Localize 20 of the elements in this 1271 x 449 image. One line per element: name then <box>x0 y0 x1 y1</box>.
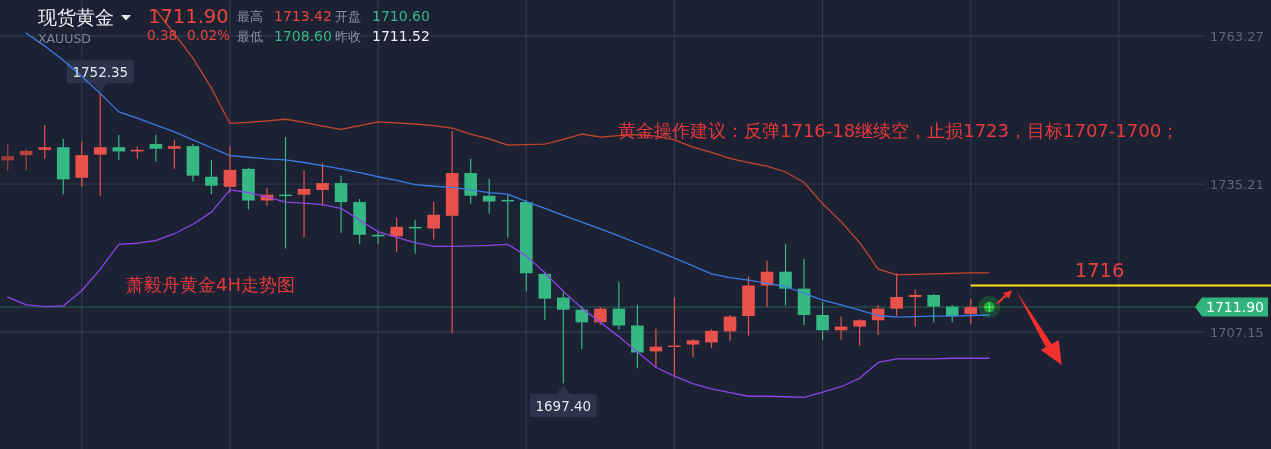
annotation: 0.38 <box>147 27 178 43</box>
y-tick-label: 1763.27 <box>1210 28 1264 44</box>
annotation: 1708.60 <box>274 28 332 44</box>
y-tick-label: 1707.15 <box>1210 324 1264 340</box>
annotation: 最低 <box>237 29 263 44</box>
header: 现货黄金 XAUUSD <box>38 6 114 46</box>
annotation: 0.02% <box>187 27 231 43</box>
annotation: 昨收 <box>335 29 361 44</box>
annotation: 萧毅舟黄金4H走势图 <box>126 274 295 295</box>
line-series <box>7 189 990 398</box>
annotation: 1711.52 <box>372 28 430 44</box>
ref-line-label: 1716 <box>1074 259 1125 283</box>
annotation: 1710.60 <box>372 8 430 24</box>
annotation: 最高 <box>237 9 263 24</box>
annotation: 开盘 <box>335 9 361 24</box>
ref-line-label: 1711.90 <box>1206 299 1264 316</box>
annotation: 1697.40 <box>535 397 592 414</box>
annotation: 1752.35 <box>72 63 129 80</box>
annotation: 1713.42 <box>274 8 332 24</box>
y-tick-label: 1735.21 <box>1210 176 1264 192</box>
